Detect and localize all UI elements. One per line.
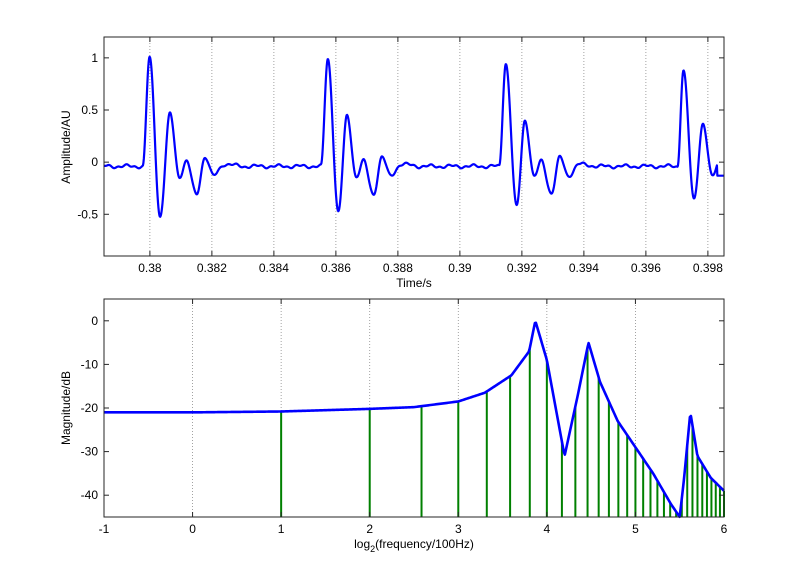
y-tick-label: 0 bbox=[91, 155, 98, 169]
ticks-top: 0.38 0.382 0.384 0.386 0.388 0.39 0.392 0.394 0.… bbox=[77, 37, 724, 275]
x-gridlines-top bbox=[149, 37, 709, 256]
x-tick-label: 0.398 bbox=[693, 261, 723, 275]
y-tick-label: 0 bbox=[91, 314, 98, 328]
envelope-path bbox=[103, 321, 725, 519]
x-tick-label: 0.394 bbox=[569, 261, 599, 275]
x-tick-label: 5 bbox=[632, 522, 639, 536]
x-tick-label: 3 bbox=[455, 522, 462, 536]
y-tick-label: -10 bbox=[81, 357, 99, 371]
waveform-line bbox=[103, 55, 725, 218]
x-tick-label: 0.38 bbox=[138, 261, 162, 275]
harmonic-stems bbox=[280, 347, 725, 517]
x-tick-label: 0 bbox=[189, 522, 196, 536]
y-tick-label: -40 bbox=[81, 488, 99, 502]
y-tick-label: -20 bbox=[81, 401, 99, 415]
x-tick-label: 4 bbox=[544, 522, 551, 536]
time-domain-axes: 0.38 0.382 0.384 0.386 0.388 0.39 0.392 0.394 0.… bbox=[59, 36, 725, 290]
x-tick-label: 2 bbox=[366, 522, 373, 536]
x-tick-label: -1 bbox=[99, 522, 110, 536]
waveform-path bbox=[103, 55, 725, 218]
y-tick-label: 0.5 bbox=[81, 103, 98, 117]
spectral-envelope-line bbox=[103, 321, 725, 519]
y-axis-label-bottom: Magnitude/dB bbox=[59, 371, 73, 445]
y-tick-label: 1 bbox=[91, 51, 98, 65]
axes-box-top bbox=[103, 36, 725, 257]
x-tick-label: 0.386 bbox=[321, 261, 351, 275]
plot-area-top bbox=[104, 37, 724, 256]
x-axis-label-bottom: log2(frequency/100Hz) bbox=[354, 537, 474, 554]
x-tick-label: 0.396 bbox=[631, 261, 661, 275]
x-tick-label: 6 bbox=[721, 522, 728, 536]
spectrum-axes: -1 0 1 2 3 4 5 6-40-30-20-100 log2(frequency/10… bbox=[59, 298, 728, 554]
x-axis-label-top: Time/s bbox=[396, 276, 432, 290]
x-tick-label: 0.39 bbox=[448, 261, 472, 275]
x-tick-label: 0.382 bbox=[197, 261, 227, 275]
ticks-bottom: -1 0 1 2 3 4 5 6-40-30-20-100 bbox=[81, 299, 728, 536]
x-tick-label: 1 bbox=[278, 522, 285, 536]
y-axis-label-top: Amplitude/AU bbox=[59, 110, 73, 183]
x-tick-label: 0.388 bbox=[383, 261, 413, 275]
y-tick-label: -0.5 bbox=[77, 207, 98, 221]
y-tick-label: -30 bbox=[81, 445, 99, 459]
x-tick-label: 0.392 bbox=[507, 261, 537, 275]
x-tick-label: 0.384 bbox=[259, 261, 289, 275]
